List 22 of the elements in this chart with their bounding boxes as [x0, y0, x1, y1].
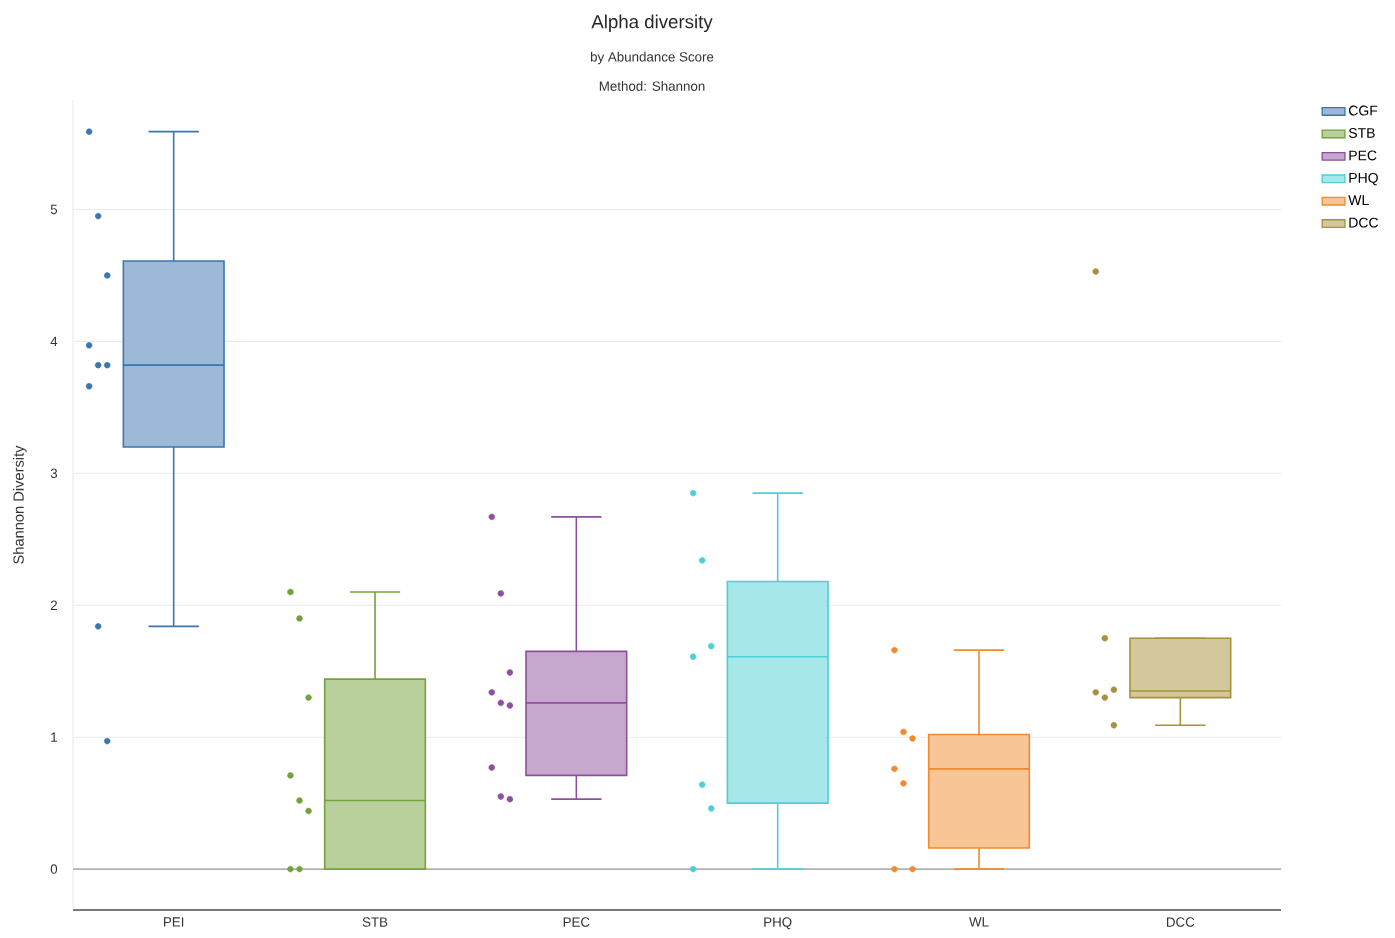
legend-label: WL: [1348, 195, 1369, 205]
chart-title: Alpha diversity: [591, 14, 713, 33]
y-tick-label: 1: [51, 732, 57, 742]
legend-label: STB: [1348, 128, 1375, 138]
y-tick-label: 5: [50, 204, 58, 215]
text: Method: Shannon: [599, 81, 705, 91]
legend-label: DCC: [1349, 217, 1379, 228]
x-tick-label: STB: [362, 917, 388, 927]
y-axis-title: Shannon Diversity: [13, 445, 27, 564]
x-tick-label: WL: [969, 917, 989, 927]
x-tick-label: PHQ: [764, 917, 792, 930]
y-tick-label: 0: [50, 864, 58, 874]
legend-label: PHQ: [1349, 172, 1378, 186]
x-tick-label: PEC: [563, 917, 590, 927]
legend-label: CGF: [1348, 105, 1378, 116]
y-tick-label: 3: [50, 468, 58, 479]
legend-label: PEC: [1349, 150, 1377, 161]
x-tick-label: PEI: [164, 917, 184, 927]
x-tick-label: DCC: [1166, 917, 1195, 927]
chart-subtitle: by Abundance Score: [590, 51, 714, 65]
y-tick-label: 4: [50, 336, 58, 346]
y-tick-label: 2: [50, 600, 57, 610]
